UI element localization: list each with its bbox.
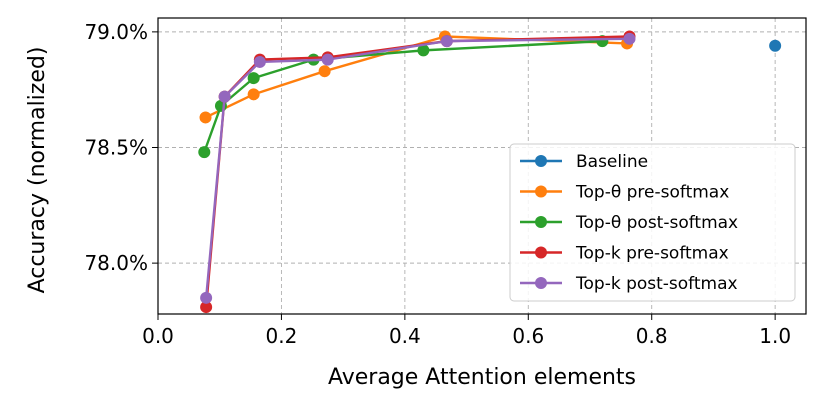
legend-label: Baseline bbox=[576, 152, 648, 172]
legend-entry: Top-k pre-softmax bbox=[520, 244, 729, 264]
data-point bbox=[440, 35, 453, 48]
legend-label: Top-θ pre-softmax bbox=[575, 183, 729, 203]
series-layer bbox=[198, 30, 782, 314]
data-point bbox=[253, 55, 266, 68]
legend-marker bbox=[535, 185, 547, 198]
legend: Baseline Top-θ pre-softmax Top-θ post-soft… bbox=[509, 143, 796, 302]
data-point bbox=[321, 53, 334, 66]
data-point bbox=[417, 44, 430, 57]
data-point bbox=[218, 90, 231, 103]
y-tick-label: 79.0% bbox=[84, 20, 148, 44]
x-tick-label: 0.4 bbox=[389, 324, 421, 348]
legend-marker bbox=[535, 155, 547, 167]
y-tick-label: 78.0% bbox=[84, 251, 148, 275]
series-line bbox=[204, 37, 630, 298]
data-point bbox=[200, 291, 213, 304]
legend-label: Top-k pre-softmax bbox=[575, 244, 729, 264]
legend-marker bbox=[535, 246, 547, 259]
x-tick-label: 0.0 bbox=[142, 324, 174, 348]
legend-marker bbox=[535, 216, 547, 228]
series-baseline bbox=[769, 39, 782, 52]
x-tick-label: 0.6 bbox=[512, 324, 544, 348]
legend-entry: Top-θ pre-softmax bbox=[520, 183, 729, 203]
data-point bbox=[769, 39, 782, 52]
x-axis-label: Average Attention elements bbox=[328, 365, 636, 390]
data-point bbox=[200, 301, 213, 314]
x-tick-label: 0.8 bbox=[636, 324, 668, 348]
data-point bbox=[199, 111, 212, 124]
legend-label: Top-θ post-softmax bbox=[575, 213, 738, 233]
legend-label: Top-k post-softmax bbox=[575, 274, 738, 294]
x-tick-label: 0.2 bbox=[266, 324, 298, 348]
y-tick-label: 78.5% bbox=[84, 136, 148, 160]
plot-frame bbox=[157, 17, 807, 315]
data-point bbox=[198, 146, 211, 159]
series-line bbox=[205, 35, 628, 119]
legend-entry: Top-k post-softmax bbox=[520, 274, 738, 294]
series-top-theta-post-softmax bbox=[198, 35, 609, 159]
data-point bbox=[623, 32, 636, 45]
ticks: 0.0 0.2 0.4 0.6 0.8 1.0 78.0% 78.5% 79.0% bbox=[84, 20, 791, 348]
data-point bbox=[247, 72, 260, 85]
legend-box bbox=[509, 143, 796, 302]
series-top-k-post-softmax bbox=[200, 32, 636, 304]
legend-marker bbox=[535, 277, 547, 289]
x-tick-label: 1.0 bbox=[759, 324, 791, 348]
y-axis-label: Accuracy (normalized) bbox=[25, 47, 50, 294]
series-line bbox=[203, 39, 603, 153]
legend-entry: Top-θ post-softmax bbox=[520, 213, 738, 233]
data-point bbox=[318, 65, 331, 78]
legend-entry: Baseline bbox=[520, 152, 648, 172]
data-point bbox=[247, 88, 260, 101]
